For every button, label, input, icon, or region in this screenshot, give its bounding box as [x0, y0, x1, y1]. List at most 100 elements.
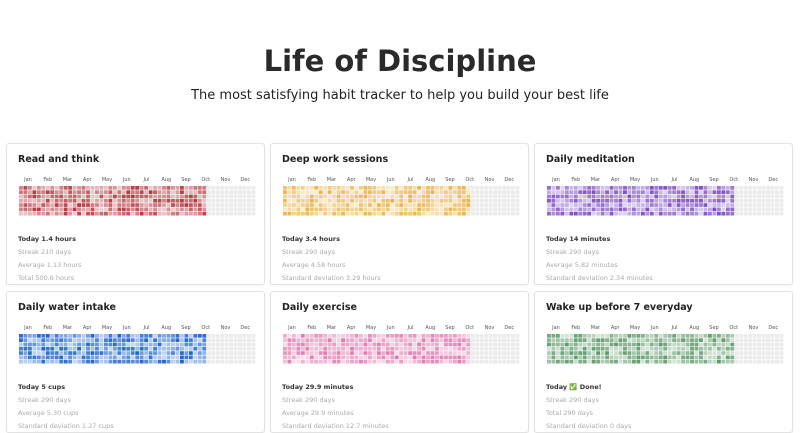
heatmap-cell	[461, 186, 466, 190]
heatmap-cell	[238, 355, 242, 360]
heatmap-cell	[121, 198, 126, 203]
heatmap-cell	[596, 190, 601, 194]
heatmap-cell	[157, 198, 162, 203]
heatmap-cell	[323, 346, 328, 351]
heatmap-cell	[32, 338, 37, 342]
heatmap-cell	[752, 186, 757, 190]
heatmap-cell	[408, 334, 413, 338]
heatmap-cell	[596, 198, 601, 203]
heatmap-cell	[707, 351, 712, 355]
heatmap-cell	[197, 355, 202, 360]
heatmap-cell	[283, 346, 287, 351]
heatmap-cell	[121, 194, 126, 199]
heatmap-cell	[551, 342, 556, 347]
heatmap-cell	[171, 198, 175, 203]
heatmap-cell	[171, 346, 175, 351]
heatmap-cell	[676, 359, 681, 364]
heatmap-cell	[367, 355, 372, 360]
heatmap-cell	[703, 355, 708, 360]
heatmap-cell	[770, 338, 775, 342]
heatmap-cell	[350, 342, 354, 347]
heatmap-cell	[712, 342, 717, 347]
heatmap-cell	[50, 342, 55, 347]
heatmap-cell	[435, 334, 439, 338]
heatmap-cell	[399, 190, 404, 194]
heatmap-cell	[229, 190, 234, 194]
heatmap-cell	[479, 334, 484, 338]
heatmap-cell	[332, 211, 337, 216]
heatmap-cell	[506, 338, 511, 342]
heatmap-cell	[296, 359, 301, 364]
heatmap-cell	[81, 194, 86, 199]
heatmap-cell	[363, 203, 368, 207]
heatmap-cell	[77, 355, 82, 360]
heatmap-cell	[685, 359, 690, 364]
heatmap-cell	[130, 342, 135, 347]
heatmap-cell	[327, 198, 332, 203]
heatmap-cell	[663, 207, 668, 212]
heatmap-cell	[95, 342, 99, 347]
heatmap-cell	[618, 194, 623, 199]
heatmap-cell	[461, 342, 466, 347]
heatmap-cell	[452, 355, 457, 360]
heatmap-cell	[376, 211, 381, 216]
heatmap-cell	[408, 359, 413, 364]
heatmap-cell	[390, 355, 395, 360]
heatmap-cell	[229, 194, 234, 199]
heatmap-cell	[681, 334, 686, 338]
heatmap-cell	[426, 334, 430, 338]
heatmap-cell	[417, 334, 422, 338]
heatmap-cell	[309, 194, 314, 199]
heatmap-cell	[211, 198, 216, 203]
heatmap-cell	[103, 334, 108, 338]
heatmap-cell	[86, 359, 90, 364]
heatmap-cell	[314, 342, 319, 347]
heatmap-cell	[19, 194, 23, 199]
heatmap-cell	[197, 203, 202, 207]
heatmap-cell	[493, 198, 498, 203]
heatmap-cell	[457, 334, 462, 338]
heatmap-cell	[86, 211, 90, 216]
heatmap-cell	[466, 207, 471, 212]
heatmap-cell	[636, 194, 641, 199]
heatmap-cell	[739, 207, 744, 212]
heatmap-cell	[233, 355, 238, 360]
stat-line: Today 5 cups	[18, 383, 66, 391]
heatmap-cell	[408, 355, 413, 360]
heatmap-cell	[734, 338, 739, 342]
heatmap-cell	[493, 338, 498, 342]
heatmap-cell	[45, 203, 50, 207]
heatmap-cell	[318, 194, 323, 199]
month-label: Nov	[485, 177, 495, 183]
heatmap-cell	[752, 211, 757, 216]
heatmap-cell	[318, 334, 323, 338]
page-title: Life of Discipline	[263, 44, 537, 78]
heatmap-cell	[68, 355, 73, 360]
heatmap-cell	[112, 338, 117, 342]
heatmap-cell	[743, 211, 748, 216]
heatmap-cell	[757, 190, 762, 194]
heatmap-cell	[502, 338, 506, 342]
heatmap-cell	[569, 207, 574, 212]
heatmap-cell	[359, 351, 363, 355]
heatmap-cell	[95, 203, 99, 207]
heatmap-cell	[197, 359, 202, 364]
heatmap-cell	[636, 334, 641, 338]
heatmap-cell	[775, 342, 779, 347]
heatmap-cell	[484, 194, 489, 199]
heatmap-cell	[707, 207, 712, 212]
heatmap-cell	[41, 194, 46, 199]
heatmap-cell	[345, 190, 350, 194]
heatmap-cell	[748, 198, 753, 203]
heatmap-cell	[658, 359, 663, 364]
stat-line: Today 29.9 minutes	[282, 383, 354, 391]
heatmap-cell	[99, 198, 104, 203]
heatmap-cell	[591, 211, 596, 216]
heatmap-cell	[314, 211, 319, 216]
heatmap-cell	[761, 198, 766, 203]
heatmap-cell	[582, 359, 587, 364]
heatmap-cell	[623, 190, 627, 194]
heatmap-cell	[171, 211, 175, 216]
heatmap-cell	[23, 346, 28, 351]
month-label: Jan	[551, 325, 560, 331]
